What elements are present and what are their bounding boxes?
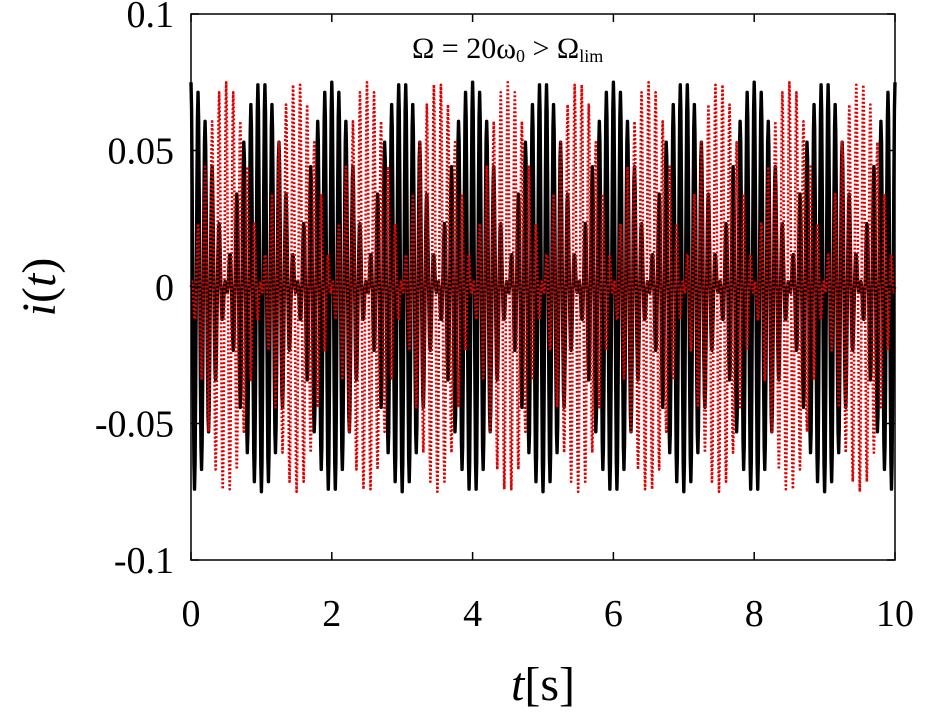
annotation-sub-0: 0 [516, 46, 525, 66]
y-axis-label: i(t) [13, 258, 66, 317]
y-tick-label: -0.1 [114, 540, 174, 582]
x-tick-label: 4 [463, 593, 482, 635]
x-axis-label-var: t [511, 658, 526, 711]
y-axis-label-close: ) [13, 258, 66, 274]
y-tick-label: 0 [155, 267, 174, 309]
y-tick-label: -0.05 [95, 404, 174, 446]
x-tick-label: 10 [876, 593, 914, 635]
x-axis-label-unit: [s] [524, 658, 575, 711]
series-line-red [189, 80, 897, 494]
y-tick-label: 0.1 [127, 0, 175, 36]
annotation-mid: > Ω [525, 32, 579, 65]
x-tick-label: 2 [322, 593, 341, 635]
series-layer [189, 80, 897, 494]
x-tick-label: 8 [745, 593, 764, 635]
annotation-prefix: Ω = 20ω [412, 32, 516, 65]
x-axis-label: t[s] [511, 658, 575, 711]
y-axis-label-open: ( [13, 287, 66, 303]
y-axis-label-var: i [13, 303, 66, 316]
x-tick-label: 0 [182, 593, 201, 635]
y-tick-label: 0.05 [108, 131, 175, 173]
y-axis-label-arg: t [13, 272, 66, 287]
annotation: Ω = 20ω0 > Ωlim [412, 32, 603, 66]
annotation-sub-lim: lim [579, 46, 603, 66]
x-tick-label: 6 [604, 593, 623, 635]
ticks-layer: 0 2 4 6 8 10 0.1 0.05 0 -0.05 -0.1 [95, 0, 914, 635]
